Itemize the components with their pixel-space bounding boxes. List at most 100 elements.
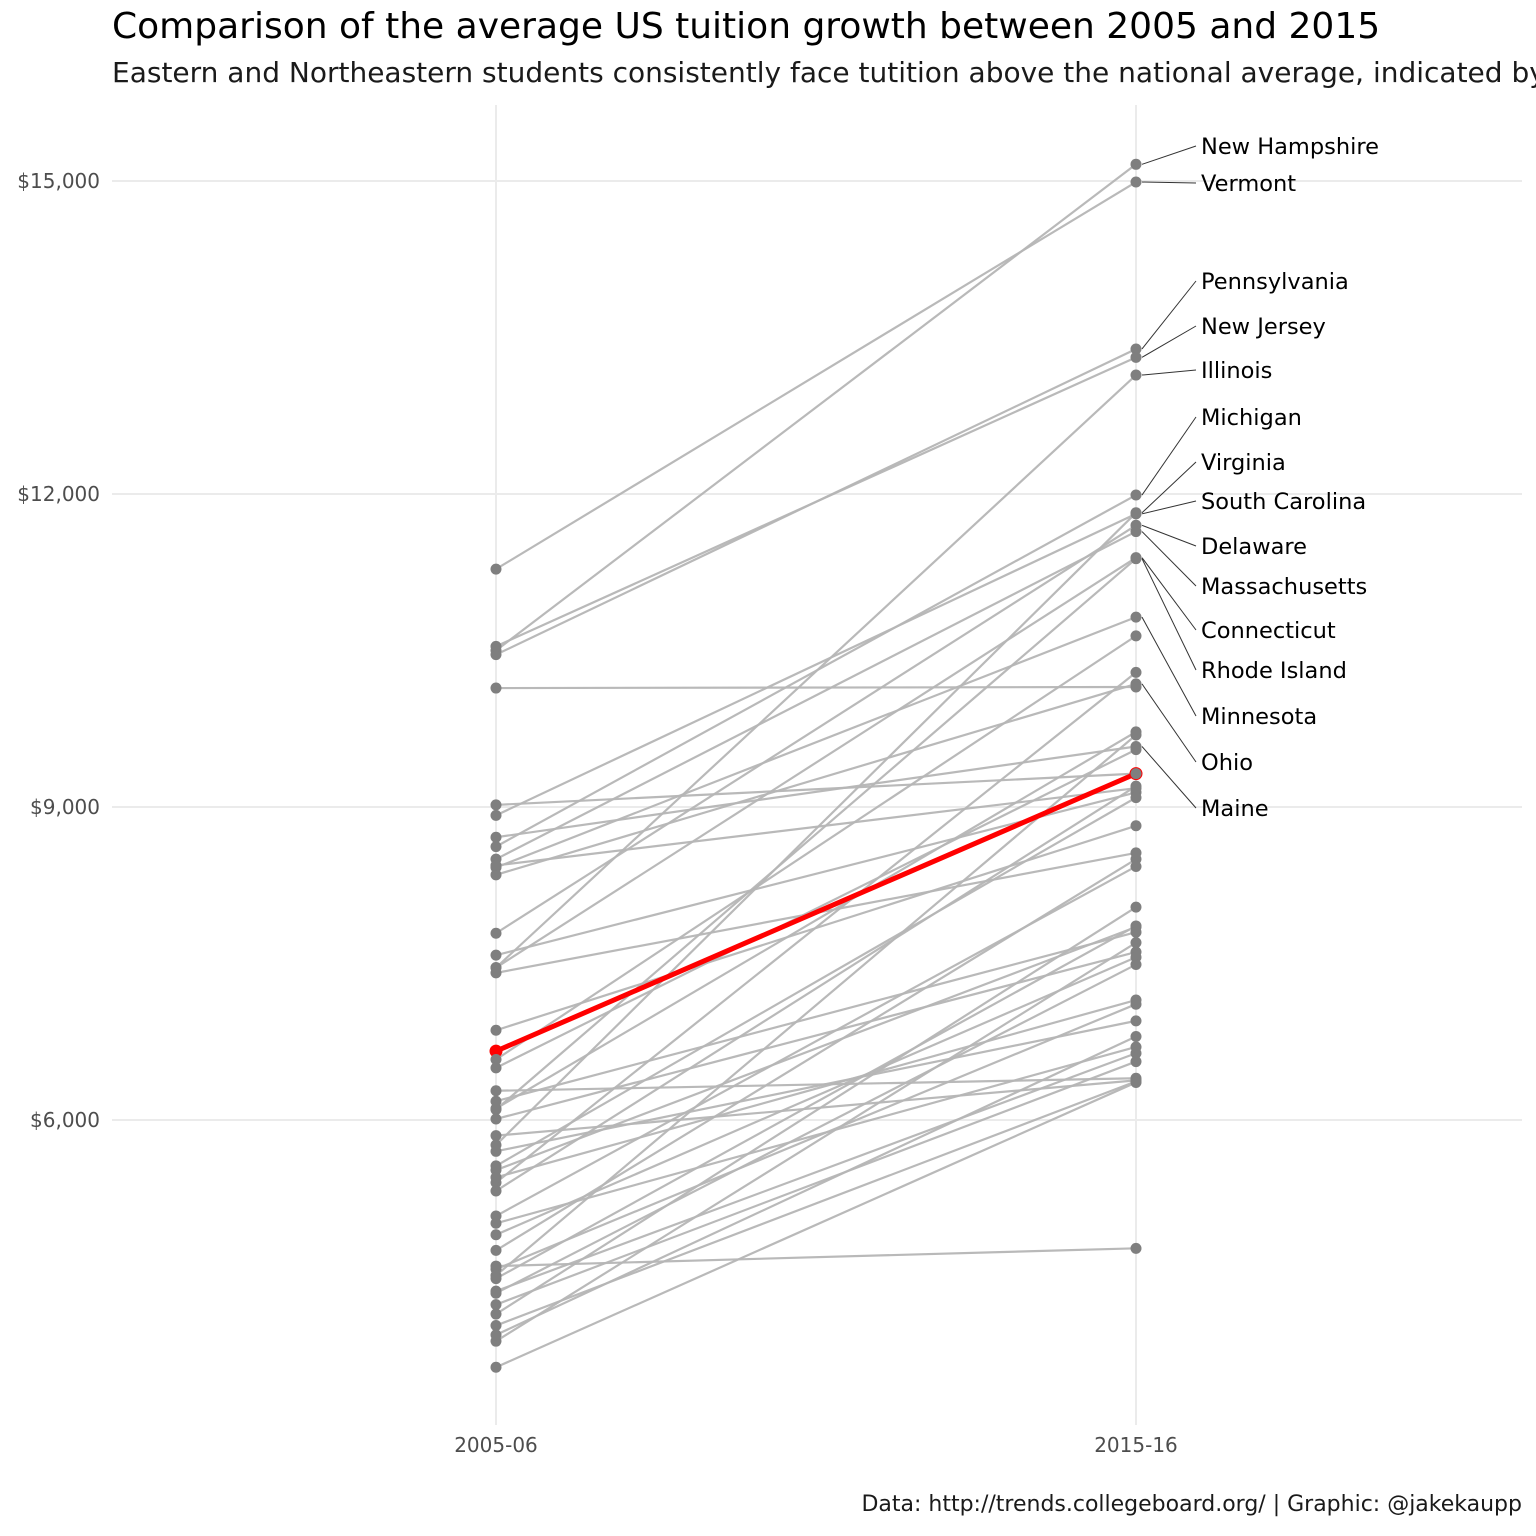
state-point — [1130, 369, 1142, 381]
state-line — [495, 1052, 1137, 1293]
state-point — [1130, 792, 1142, 804]
state-label: Massachusetts — [1201, 574, 1367, 600]
state-point — [490, 1320, 502, 1332]
state-point — [1130, 508, 1142, 520]
state-point — [1130, 1056, 1142, 1068]
state-line — [495, 616, 1137, 869]
state-line — [495, 181, 1137, 571]
label-leader — [1141, 145, 1197, 165]
state-line — [495, 1080, 1137, 1327]
state-line — [495, 1019, 1137, 1153]
state-label: Vermont — [1201, 171, 1296, 197]
state-line — [495, 1081, 1137, 1369]
state-label: Minnesota — [1201, 704, 1317, 730]
x-tick-label: 2015-16 — [1094, 1433, 1178, 1457]
chart-caption: Data: http://trends.collegeboard.org/ | … — [861, 1492, 1522, 1517]
state-point — [1130, 744, 1142, 756]
state-point — [490, 1217, 502, 1229]
state-point — [1130, 820, 1142, 832]
state-point — [1130, 1031, 1142, 1043]
average-point — [489, 1044, 503, 1058]
state-point — [490, 869, 502, 881]
state-point — [1130, 611, 1142, 623]
label-leader — [1141, 616, 1197, 717]
label-leader — [1141, 557, 1197, 631]
state-point — [490, 841, 502, 853]
y-tick-label: $12,000 — [17, 482, 100, 506]
state-point — [490, 1062, 502, 1074]
state-point — [490, 1185, 502, 1197]
label-leader — [1141, 531, 1197, 587]
state-point — [490, 949, 502, 961]
state-line — [495, 634, 1137, 1061]
state-point — [490, 1299, 502, 1311]
state-point — [490, 799, 502, 811]
state-line — [495, 865, 1137, 1217]
chart-title: Comparison of the average US tuition gro… — [112, 6, 1381, 47]
state-line — [495, 1077, 1137, 1092]
state-label: Rhode Island — [1201, 658, 1347, 684]
state-point — [1130, 176, 1142, 188]
state-line — [495, 524, 1137, 935]
state-line — [495, 956, 1137, 1236]
state-point — [1130, 343, 1142, 355]
state-line — [495, 494, 1137, 848]
state-point — [490, 1171, 502, 1183]
label-leader — [1141, 461, 1197, 514]
label-leader — [1141, 369, 1197, 376]
state-point — [1130, 681, 1142, 693]
state-line — [495, 557, 1137, 1111]
state-line — [495, 1035, 1137, 1336]
y-axis: $6,000 $9,000 $12,000 $15,000 — [17, 169, 100, 1132]
state-point — [1130, 526, 1142, 538]
y-tick-label: $9,000 — [30, 795, 100, 819]
state-point — [1130, 1242, 1142, 1254]
state-point — [1130, 158, 1142, 170]
average-line — [493, 771, 1139, 1054]
state-point — [490, 927, 502, 939]
state-point — [490, 1260, 502, 1272]
label-leader — [1141, 558, 1197, 671]
state-point — [490, 1229, 502, 1241]
state-label: Connecticut — [1201, 618, 1336, 644]
state-line — [495, 1079, 1137, 1137]
state-point — [1130, 937, 1142, 949]
state-line — [495, 356, 1137, 648]
state-label: New Hampshire — [1201, 134, 1379, 160]
state-point — [490, 967, 502, 979]
state-point — [1130, 926, 1142, 938]
state-point — [490, 1024, 502, 1036]
state-label: Ohio — [1201, 750, 1253, 776]
state-point — [490, 1130, 502, 1142]
state-line — [495, 163, 1137, 652]
state-lines — [495, 163, 1137, 1369]
label-leader — [1141, 683, 1197, 763]
state-point — [1130, 860, 1142, 872]
state-label: Maine — [1201, 796, 1269, 822]
x-tick-label: 2005-06 — [454, 1433, 538, 1457]
label-leader — [1141, 524, 1197, 547]
state-point — [490, 1329, 502, 1341]
y-tick-label: $6,000 — [30, 1108, 100, 1132]
state-line — [495, 963, 1137, 1295]
state-point — [490, 682, 502, 694]
state-line — [495, 745, 1137, 839]
state-line — [495, 998, 1137, 1179]
state-line — [495, 824, 1137, 1032]
state-point — [490, 1244, 502, 1256]
state-point — [490, 1145, 502, 1157]
state-point — [490, 1085, 502, 1097]
state-point — [490, 1113, 502, 1125]
x-axis: 2005-06 2015-16 — [454, 1433, 1178, 1457]
state-line — [495, 685, 1137, 690]
state-label: Michigan — [1201, 405, 1302, 431]
state-point — [1130, 1041, 1142, 1053]
state-line — [495, 1247, 1137, 1268]
state-point — [490, 649, 502, 661]
chart-subtitle: Eastern and Northeastern students consis… — [112, 56, 1536, 89]
label-leader — [1141, 746, 1197, 809]
state-line — [495, 556, 1137, 969]
state-line — [495, 512, 1137, 817]
state-label: Illinois — [1201, 358, 1272, 384]
state-line — [495, 787, 1137, 867]
